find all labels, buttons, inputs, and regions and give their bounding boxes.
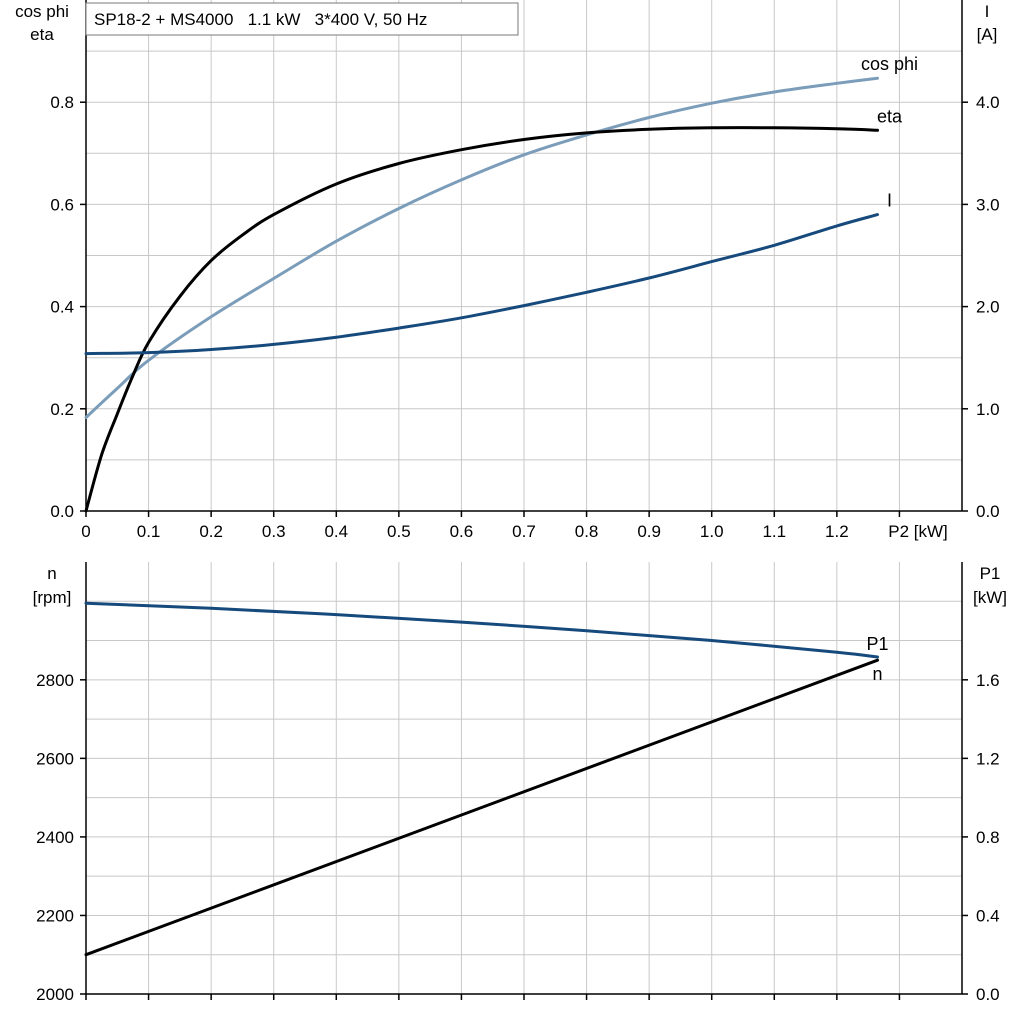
x-axis-label: P2 [kW] <box>888 522 948 541</box>
bottom-left-axis-label-line2: [rpm] <box>33 588 72 607</box>
bottom-chart-grid <box>86 562 962 994</box>
bottom-left-tick-label: 2200 <box>36 906 74 925</box>
top-left-axis-label-line1: cos phi <box>15 2 69 21</box>
top-x-tick-label: 0 <box>81 522 90 541</box>
top-x-tick-label: 0.4 <box>324 522 348 541</box>
top-x-tick-label: 0.7 <box>512 522 536 541</box>
chart-title-box <box>85 2 519 36</box>
top-left-tick-label: 0.8 <box>50 93 74 112</box>
top-x-tick-label: 0.3 <box>262 522 286 541</box>
bottom-left-tick-label: 2800 <box>36 671 74 690</box>
top-x-tick-label: 1.1 <box>762 522 786 541</box>
top-x-tick-label: 0.8 <box>575 522 599 541</box>
top-chart-tick-labels: 0.0 0.2 0.4 0.6 0.8 0.0 1.0 2.0 3.0 4.0 0 0.1 0.2 0.3… <box>50 93 999 541</box>
top-chart-axes <box>80 0 968 517</box>
bottom-left-tick-label: 2400 <box>36 828 74 847</box>
top-right-axis-label-line2: [A] <box>977 25 998 44</box>
top-right-tick-label: 1.0 <box>976 400 1000 419</box>
top-chart-series: cos phi eta I <box>84 54 918 513</box>
top-right-axis-label-line1: I <box>985 2 990 21</box>
top-chart-grid <box>86 0 962 511</box>
top-left-tick-label: 0.0 <box>50 502 74 521</box>
bottom-left-axis-label-line1: n <box>47 564 56 583</box>
bottom-right-tick-label: 1.2 <box>976 749 1000 768</box>
bottom-chart-series: n P1 <box>84 601 889 957</box>
top-series-cos-phi <box>84 76 879 419</box>
top-x-tick-label: 0.9 <box>637 522 661 541</box>
bottom-right-axis-label-line2: [kW] <box>973 588 1007 607</box>
top-x-tick-label: 0.1 <box>137 522 161 541</box>
top-x-tick-label: 0.5 <box>387 522 411 541</box>
bottom-series-p1 <box>84 658 879 957</box>
top-left-tick-label: 0.4 <box>50 298 74 317</box>
top-right-tick-label: 2.0 <box>976 298 1000 317</box>
top-x-tick-label: 1.0 <box>700 522 724 541</box>
top-series-eta <box>84 126 879 513</box>
top-left-tick-label: 0.2 <box>50 400 74 419</box>
top-series-i <box>84 213 879 356</box>
top-series-label-cos-phi: cos phi <box>861 54 918 74</box>
chart-title: SP18-2 + MS4000 1.1 kW 3*400 V, 50 Hz <box>94 10 427 29</box>
bottom-right-tick-label: 0.8 <box>976 828 1000 847</box>
bottom-series-label-n: n <box>873 664 883 684</box>
bottom-series-n <box>84 601 879 659</box>
bottom-chart-axes <box>80 562 968 1000</box>
bottom-left-tick-label: 2000 <box>36 985 74 1004</box>
bottom-left-tick-label: 2600 <box>36 749 74 768</box>
top-right-tick-label: 0.0 <box>976 502 1000 521</box>
bottom-right-tick-label: 0.0 <box>976 985 1000 1004</box>
bottom-series-label-p1: P1 <box>867 634 889 654</box>
top-left-axis-label-line2: eta <box>30 25 54 44</box>
bottom-right-tick-label: 1.6 <box>976 671 1000 690</box>
bottom-chart-tick-labels: 2000 2200 2400 2600 2800 0.0 0.4 0.8 1.2 1.6 <box>36 671 999 1004</box>
top-x-tick-label: 0.6 <box>450 522 474 541</box>
top-left-tick-label: 0.6 <box>50 195 74 214</box>
top-x-tick-label: 1.2 <box>825 522 849 541</box>
bottom-right-axis-label-line1: P1 <box>980 564 1001 583</box>
top-series-label-eta: eta <box>877 106 903 126</box>
top-x-tick-label: 0.2 <box>199 522 223 541</box>
top-series-label-i: I <box>887 191 892 211</box>
top-right-tick-label: 4.0 <box>976 93 1000 112</box>
top-right-tick-label: 3.0 <box>976 195 1000 214</box>
bottom-right-tick-label: 0.4 <box>976 906 1000 925</box>
